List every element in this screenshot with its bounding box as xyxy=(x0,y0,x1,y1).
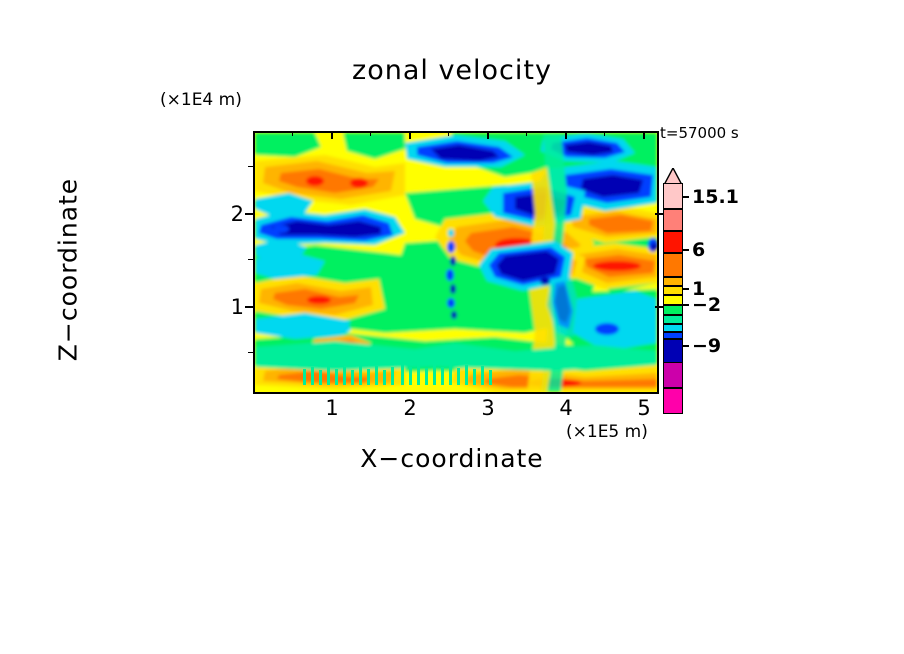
x-tick-top-minor xyxy=(292,131,293,136)
x-tick-top xyxy=(565,131,567,139)
colorbar-tick xyxy=(683,345,689,347)
x-tick-top xyxy=(643,131,645,139)
colorbar-lower xyxy=(663,362,683,432)
y-axis-title: Z−coordinate xyxy=(53,177,83,362)
y-tick-right xyxy=(655,306,663,308)
x-tick-top-minor xyxy=(526,131,527,136)
y-axis-unit-label: (×1E4 m) xyxy=(160,90,242,110)
timestamp-annotation: t=57000 s xyxy=(660,124,739,142)
y-tick-label: 2 xyxy=(230,202,244,226)
colorbar-label: −2 xyxy=(692,294,722,316)
colorbar[interactable] xyxy=(663,183,683,390)
colorbar-band xyxy=(663,286,683,295)
zonal-velocity-field xyxy=(255,133,657,392)
y-tick-minor xyxy=(248,259,253,260)
colorbar-label: −9 xyxy=(692,335,722,357)
colorbar-band xyxy=(663,388,683,414)
x-tick-label: 2 xyxy=(403,396,417,420)
x-tick-top-minor xyxy=(370,131,371,136)
colorbar-tick xyxy=(683,288,689,290)
colorbar-band xyxy=(663,277,683,286)
y-tick-minor xyxy=(248,166,253,167)
x-tick-label: 5 xyxy=(637,396,651,420)
contour-plot-area xyxy=(253,131,659,394)
x-tick-label: 4 xyxy=(559,396,573,420)
colorbar-tick xyxy=(683,304,689,306)
colorbar-band xyxy=(663,362,683,388)
x-tick-top xyxy=(487,131,489,139)
colorbar-band xyxy=(663,253,683,277)
colorbar-band xyxy=(663,209,683,231)
x-axis-title: X−coordinate xyxy=(360,444,544,473)
colorbar-band xyxy=(663,305,683,315)
colorbar-band xyxy=(663,295,683,305)
colorbar-band xyxy=(663,315,683,324)
x-tick-label: 1 xyxy=(325,396,339,420)
x-tick-label: 3 xyxy=(481,396,495,420)
colorbar-band xyxy=(663,324,683,332)
colorbar-band xyxy=(663,231,683,253)
colorbar-tick xyxy=(683,249,689,251)
colorbar-label: 15.1 xyxy=(692,186,739,208)
x-tick-top xyxy=(409,131,411,139)
x-tick-top-minor xyxy=(448,131,449,136)
y-tick-major xyxy=(245,213,253,215)
colorbar-label: 1 xyxy=(692,278,706,300)
page-title: zonal velocity xyxy=(352,55,552,86)
colorbar-band xyxy=(663,339,683,363)
colorbar-tick xyxy=(683,196,689,198)
x-tick-top-minor xyxy=(604,131,605,136)
colorbar-band xyxy=(663,183,683,209)
x-axis-unit-label: (×1E5 m) xyxy=(566,422,648,442)
colorbar-label: 6 xyxy=(692,239,706,261)
colorbar-arrow-cap xyxy=(663,168,683,185)
x-tick-top xyxy=(331,131,333,139)
boundary-oscillations xyxy=(303,363,492,385)
y-tick-right xyxy=(655,213,663,215)
y-tick-minor xyxy=(248,352,253,353)
y-tick-major xyxy=(245,306,253,308)
y-tick-label: 1 xyxy=(230,295,244,319)
colorbar-band xyxy=(663,332,683,339)
